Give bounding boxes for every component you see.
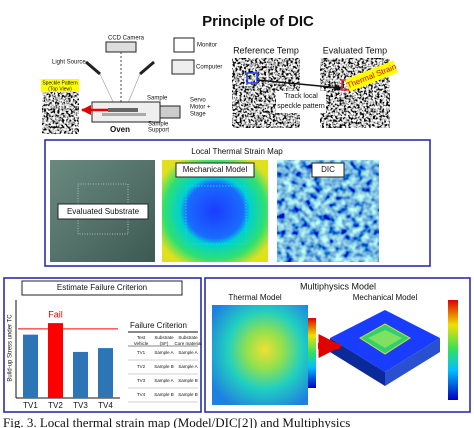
table-cell: TV3 xyxy=(137,378,146,383)
column-header: (SF) xyxy=(160,341,169,346)
label: (Top View) xyxy=(48,86,72,92)
failure-panel: Estimate Failure Criterion Build-up Stre… xyxy=(3,277,202,413)
figure-title: Principle of DIC xyxy=(202,13,314,30)
box xyxy=(246,72,258,84)
computer xyxy=(171,59,195,75)
label: Speckle Pattern xyxy=(42,80,78,86)
table-title: Failure Criterion xyxy=(130,321,187,330)
label: Thermal Model xyxy=(228,293,282,302)
label: Computer xyxy=(196,65,222,71)
support xyxy=(102,113,146,116)
colorbar xyxy=(448,300,458,400)
label: Support xyxy=(148,128,169,134)
label: Light Source xyxy=(52,60,86,66)
label: Evaluated Substrate xyxy=(67,207,140,216)
label: Servo xyxy=(190,98,206,104)
label-bg xyxy=(41,79,79,92)
mech-3d xyxy=(330,338,385,386)
bar xyxy=(48,323,63,398)
table-cell: TV2 xyxy=(137,364,146,369)
label: Motor + xyxy=(190,105,211,111)
table-cell: TV1 xyxy=(137,350,146,355)
mech-3d xyxy=(368,330,402,348)
table-cell: Sample A xyxy=(154,378,173,383)
annotation: Fail xyxy=(48,309,63,319)
tracking: Reference Temp Evaluated Temp Track loca… xyxy=(232,45,399,128)
column-header: Core material xyxy=(174,341,201,346)
label: Monitor xyxy=(197,43,217,49)
label-bg xyxy=(276,91,326,113)
label-bg xyxy=(175,162,255,178)
label-bg xyxy=(57,203,149,220)
table-cell: TV4 xyxy=(137,392,146,397)
lights xyxy=(85,60,155,76)
x-tick-label: TV2 xyxy=(48,401,63,410)
panel-title: Local Thermal Strain Map xyxy=(191,147,283,156)
caption: Fig. 3. Local thermal strain map (Model/… xyxy=(3,415,350,428)
label: Stage xyxy=(190,112,206,118)
column-header: Substrate xyxy=(178,335,198,340)
table-cell: Sample B xyxy=(154,364,174,369)
frame xyxy=(3,277,202,413)
monitor xyxy=(173,37,195,53)
multiphysics: Multiphysics Model Thermal Model Mechani… xyxy=(204,277,471,413)
x-tick-label: TV3 xyxy=(73,401,88,410)
label: Reference Temp xyxy=(233,45,299,55)
frame xyxy=(44,139,431,267)
label: Evaluated Temp xyxy=(323,45,387,55)
label-bg xyxy=(311,162,345,178)
strain-map: Local Thermal Strain Map Evaluated Subst… xyxy=(44,139,431,267)
label: Sample xyxy=(148,122,169,128)
servo xyxy=(159,105,181,119)
panel-title: Estimate Failure Criterion xyxy=(57,283,147,292)
column-header: Substrate xyxy=(154,335,174,340)
column-header: Vehicle xyxy=(134,341,149,346)
apparatus: CCD Camera Monitor Computer Light Source… xyxy=(41,36,222,134)
column-header: Test xyxy=(137,335,146,340)
table-cell: Sample B xyxy=(178,378,198,383)
bar xyxy=(73,351,88,398)
bar xyxy=(98,348,113,398)
y-axis-label: Build-up Stress under TC xyxy=(8,314,14,382)
frame xyxy=(204,277,471,413)
colorbar xyxy=(308,318,316,388)
speckle-image xyxy=(42,92,79,134)
table-cell: Sample A xyxy=(178,350,197,355)
panel-title: Multiphysics Model xyxy=(300,281,376,291)
label: CCD Camera xyxy=(108,36,145,42)
table-cell: Sample A xyxy=(154,350,173,355)
label-bg xyxy=(344,60,399,92)
label: DIC xyxy=(321,165,335,174)
label: Sample xyxy=(147,96,168,102)
label-bg xyxy=(21,280,183,296)
bar xyxy=(23,334,38,398)
camera xyxy=(105,41,137,53)
x-tick-label: TV4 xyxy=(98,401,113,410)
x-tick-label: TV1 xyxy=(23,401,38,410)
arrow xyxy=(256,79,342,92)
label: Oven xyxy=(110,125,130,134)
table-cell: Sample A xyxy=(178,364,197,369)
label: Mechanical Model xyxy=(353,293,418,302)
pattern xyxy=(185,185,247,245)
label: Track local xyxy=(284,93,318,100)
table-cell: Sample B xyxy=(154,392,174,397)
mech-3d xyxy=(385,338,440,386)
sample xyxy=(108,108,138,112)
label: Mechanical Model xyxy=(183,165,248,174)
label: speckle pattern xyxy=(277,103,325,110)
thermal-image xyxy=(212,305,308,405)
table-cell: Sample B xyxy=(178,392,198,397)
